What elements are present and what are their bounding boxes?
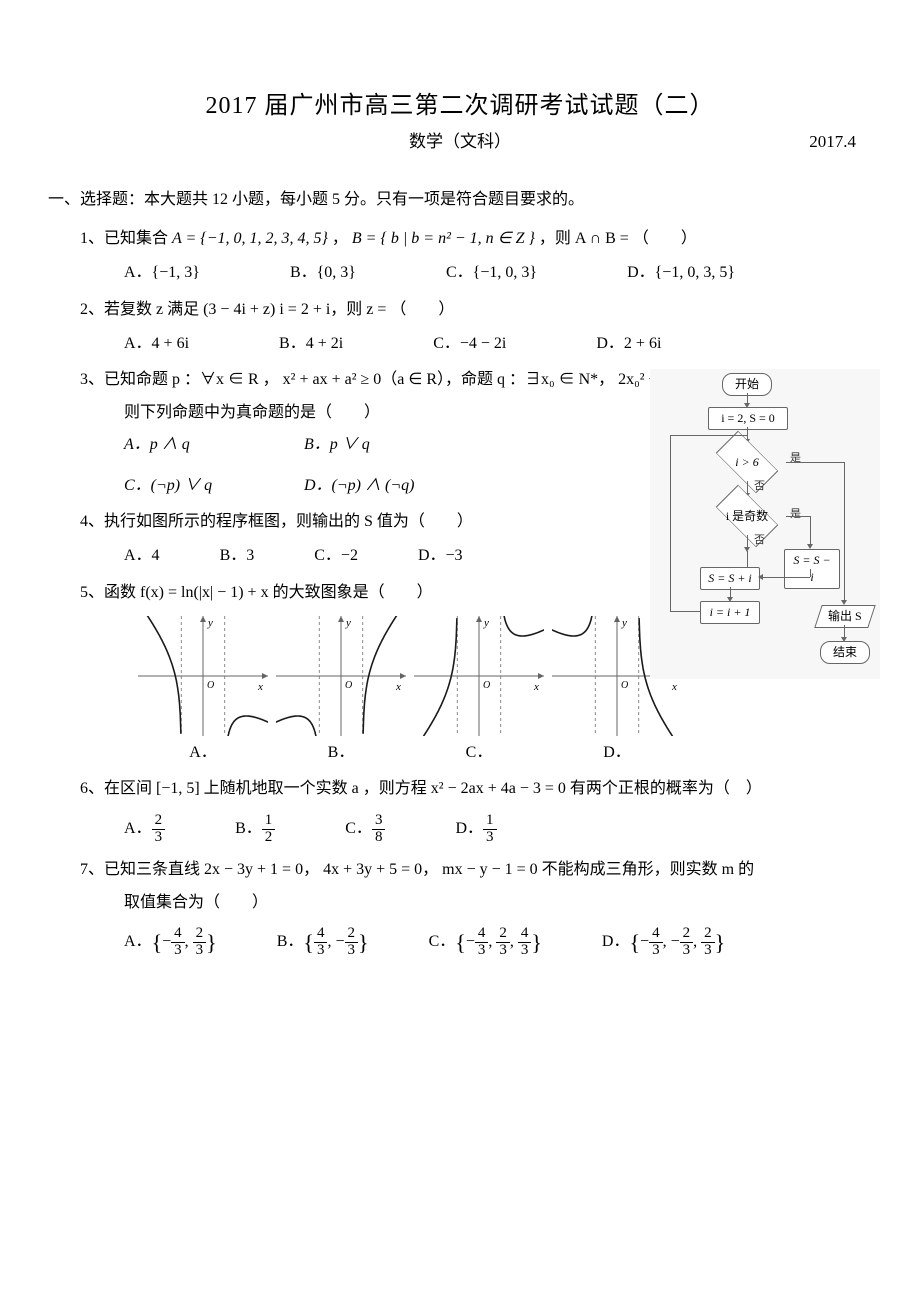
q1-options: A．{−1, 3} B．{0, 3} C．{−1, 0, 3} D．{−1, 0…: [124, 262, 872, 284]
q4-opt-C: C．−2: [314, 545, 358, 567]
q2-options: A．4 + 6i B．4 + 2i C．−4 − 2i D．2 + 6i: [124, 333, 872, 355]
q3-opt-B: B．p ∨ q: [304, 434, 504, 456]
q1-opt-D: D．{−1, 0, 3, 5}: [627, 262, 735, 284]
page-date: 2017.4: [809, 130, 856, 154]
q1-opt-B: B．{0, 3}: [290, 262, 356, 284]
q2-opt-A: A．4 + 6i: [124, 333, 189, 355]
q7-opt-B: B．{43, −23}: [277, 926, 369, 959]
q3-opt-D: D．(¬p) ∧ (¬q): [304, 475, 504, 497]
question-7-line2: 取值集合为（ ）: [124, 892, 872, 914]
svg-text:O: O: [345, 680, 352, 691]
q1-sep: ，: [332, 230, 348, 247]
q4-opt-B: B．3: [220, 545, 255, 567]
q2-opt-B: B．4 + 2i: [279, 333, 343, 355]
question-1: 1、已知集合 A = {−1, 0, 1, 2, 3, 4, 5} ， B = …: [80, 228, 872, 250]
q2-opt-D: D．2 + 6i: [596, 333, 661, 355]
flow-label-no-2: 否: [754, 533, 765, 548]
svg-text:x: x: [671, 681, 677, 693]
q7-opt-A: A．{−43, 23}: [124, 926, 217, 959]
q5-label-C: C．: [414, 742, 544, 764]
q6-opt-C: C．38: [345, 813, 385, 846]
flow-label-yes-1: 是: [790, 451, 801, 466]
q5-graph-C: x y O: [414, 616, 544, 736]
q1-set-A: A = {−1, 0, 1, 2, 3, 4, 5}: [172, 230, 328, 247]
svg-text:O: O: [207, 680, 214, 691]
svg-text:O: O: [483, 680, 490, 691]
flow-step-sub: S = S − i: [784, 549, 840, 589]
flow-cond-1: i > 6: [708, 443, 786, 481]
flow-cond-2: i 是奇数: [708, 497, 786, 535]
svg-text:O: O: [621, 680, 628, 691]
q5-label-D: D．: [552, 742, 682, 764]
flow-step-inc: i = i + 1: [700, 601, 760, 624]
q6-opt-D: D．13: [455, 813, 496, 846]
flow-init: i = 2, S = 0: [708, 407, 788, 430]
q7-opt-D: D．{−43, −23, 23}: [602, 926, 725, 959]
flowchart-figure: 开始 i = 2, S = 0 i > 6 是 否 i 是奇数 是 否: [650, 369, 880, 679]
svg-text:x: x: [395, 681, 401, 693]
flow-label-no-1: 否: [754, 479, 765, 494]
q7-options: A．{−43, 23} B．{43, −23} C．{−43, 23, 43} …: [124, 926, 872, 959]
q1-set-B: B = { b | b = n² − 1, n ∈ Z }: [352, 230, 535, 247]
svg-text:x: x: [257, 681, 263, 693]
svg-text:y: y: [483, 617, 489, 629]
q5-label-A: A．: [138, 742, 268, 764]
q1-stem-post: ，则 A ∩ B = （ ）: [539, 230, 697, 247]
flow-output: 输出 S: [814, 605, 875, 628]
q5-graph-A: x y O: [138, 616, 268, 736]
q2-opt-C: C．−4 − 2i: [433, 333, 506, 355]
q5-graph-labels: A． B． C． D．: [138, 742, 872, 764]
question-2: 2、若复数 z 满足 (3 − 4i + z) i = 2 + i，则 z = …: [80, 299, 872, 321]
svg-text:y: y: [207, 617, 213, 629]
page-title: 2017 届广州市高三第二次调研考试试题（二）: [48, 90, 872, 124]
q3-opt-A: A．p ∧ q: [124, 434, 284, 456]
flow-label-yes-2: 是: [790, 507, 801, 522]
q6-opt-B: B．12: [235, 813, 275, 846]
q3-opt-C: C．(¬p) ∨ q: [124, 475, 284, 497]
q1-opt-A: A．{−1, 3}: [124, 262, 200, 284]
q6-opt-A: A．23: [124, 813, 165, 846]
svg-text:y: y: [345, 617, 351, 629]
q6-options: A．23 B．12 C．38 D．13: [124, 813, 872, 846]
flow-end: 结束: [820, 641, 870, 664]
q4-opt-D: D．−3: [418, 545, 463, 567]
question-6: 6、在区间 [−1, 5] 上随机地取一个实数 a ，则方程 x² − 2ax …: [80, 778, 872, 800]
q4-opt-A: A．4: [124, 545, 160, 567]
q5-graph-B: x y O: [276, 616, 406, 736]
svg-text:x: x: [533, 681, 539, 693]
section-1-heading: 一、选择题：本大题共 12 小题，每小题 5 分。只有一项是符合题目要求的。: [48, 189, 872, 211]
svg-text:y: y: [621, 617, 627, 629]
q5-label-B: B．: [276, 742, 406, 764]
q1-opt-C: C．{−1, 0, 3}: [446, 262, 537, 284]
q1-stem-pre: 1、已知集合: [80, 230, 172, 247]
question-7-line1: 7、已知三条直线 2x − 3y + 1 = 0， 4x + 3y + 5 = …: [80, 859, 872, 881]
page-subtitle: 数学（文科）: [409, 130, 511, 154]
q7-opt-C: C．{−43, 23, 43}: [429, 926, 542, 959]
